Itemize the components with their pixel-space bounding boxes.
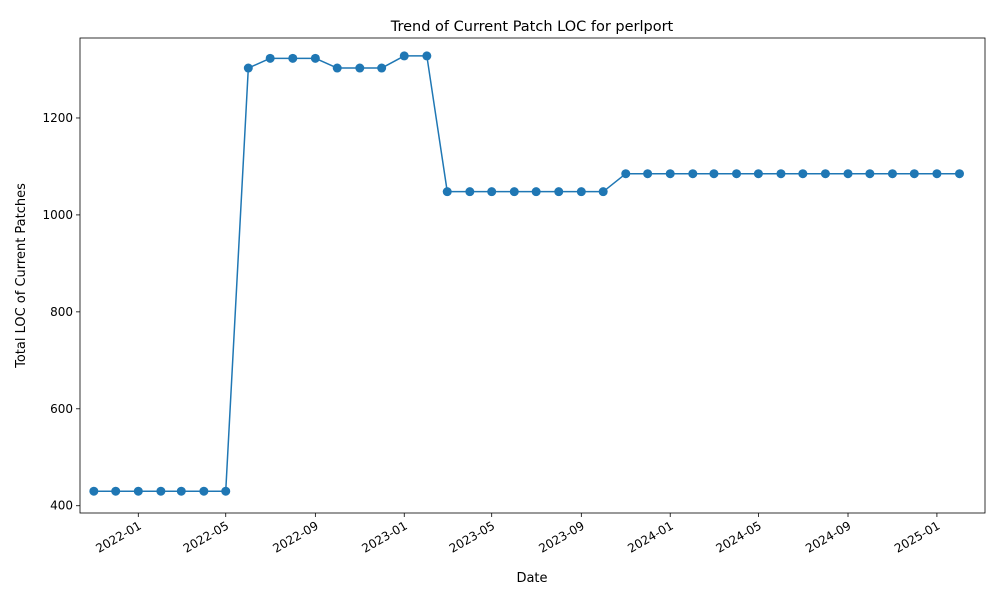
data-point: [156, 486, 166, 496]
data-point: [776, 169, 786, 179]
data-point: [377, 63, 387, 73]
data-point: [176, 486, 186, 496]
data-point: [288, 53, 298, 63]
data-point: [422, 51, 432, 61]
data-point: [531, 187, 541, 197]
data-point: [554, 187, 564, 197]
x-axis-label: Date: [516, 571, 547, 586]
data-point: [199, 486, 209, 496]
data-point: [576, 187, 586, 197]
y-axis: 400 600 800 1000 1200: [42, 111, 80, 513]
series-line: [93, 55, 960, 492]
data-point: [332, 63, 342, 73]
chart-title: Trend of Current Patch LOC for perlport: [390, 19, 674, 35]
plot-area: [89, 51, 964, 496]
y-tick-label: 1200: [42, 111, 73, 125]
plot-frame: [79, 37, 986, 514]
y-tick-label: 600: [50, 402, 73, 416]
data-point: [909, 169, 919, 179]
data-point: [843, 169, 853, 179]
data-point: [887, 169, 897, 179]
data-point: [932, 169, 942, 179]
data-point: [465, 187, 475, 197]
data-point: [820, 169, 830, 179]
data-point: [798, 169, 808, 179]
data-point: [310, 53, 320, 63]
data-point: [221, 486, 231, 496]
data-point: [598, 187, 608, 197]
y-tick-label: 400: [50, 499, 73, 513]
data-point: [133, 486, 143, 496]
data-point: [509, 187, 519, 197]
data-point: [89, 486, 99, 496]
data-point: [643, 169, 653, 179]
data-point: [732, 169, 742, 179]
data-point: [688, 169, 698, 179]
data-point: [487, 187, 497, 197]
data-point: [954, 169, 964, 179]
y-tick-label: 800: [50, 305, 73, 319]
data-point: [665, 169, 675, 179]
y-tick-label: 1000: [42, 208, 73, 222]
data-point: [709, 169, 719, 179]
data-point: [355, 63, 365, 73]
data-point: [442, 187, 452, 197]
data-point: [265, 53, 275, 63]
data-point: [399, 51, 409, 61]
y-axis-label: Total LOC of Current Patches: [14, 183, 29, 369]
data-point: [243, 63, 253, 73]
data-point: [621, 169, 631, 179]
data-point: [865, 169, 875, 179]
data-point: [111, 486, 121, 496]
data-point: [753, 169, 763, 179]
